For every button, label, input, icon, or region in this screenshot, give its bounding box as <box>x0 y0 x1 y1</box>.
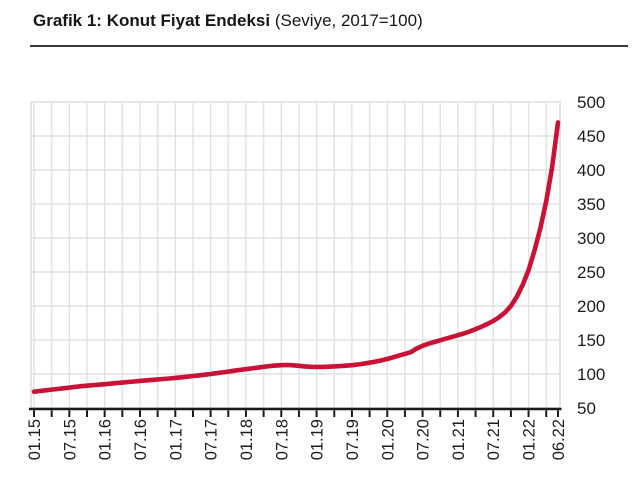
x-tick-label: 07.15 <box>61 419 79 460</box>
x-tick-label: 01.18 <box>238 419 256 460</box>
x-tick-label: 01.19 <box>309 419 327 460</box>
x-tick-label: 07.16 <box>132 419 150 460</box>
x-tick-label: 07.21 <box>485 419 503 460</box>
x-tick-label: 01.17 <box>167 419 185 460</box>
y-tick-label: 350 <box>577 195 605 214</box>
title-rule <box>30 45 628 47</box>
x-tick-label: 01.21 <box>450 419 468 460</box>
y-tick-label: 400 <box>577 161 605 180</box>
chart-title-main: Grafik 1: Konut Fiyat Endeksi <box>33 11 271 30</box>
x-tick-label: 01.20 <box>379 419 397 460</box>
x-tick-label: 01.15 <box>26 419 44 460</box>
plot-area <box>30 101 561 409</box>
series-line-konut-fiyat-endeksi <box>31 120 561 395</box>
y-tick-label: 200 <box>577 297 605 316</box>
y-tick-label: 100 <box>577 365 605 384</box>
y-tick-label: 500 <box>577 93 605 112</box>
x-tick-label: 07.17 <box>203 419 221 460</box>
x-tick-label: 07.20 <box>415 419 433 460</box>
x-tick-label: 07.19 <box>344 419 362 460</box>
y-tick-label: 150 <box>577 331 605 350</box>
y-tick-label: 300 <box>577 229 605 248</box>
y-tick-label: 450 <box>577 127 605 146</box>
x-tick-label: 07.18 <box>273 419 291 460</box>
x-tick-label: 06.22 <box>550 419 568 460</box>
chart-title-note: (Seviye, 2017=100) <box>274 11 423 30</box>
y-tick-label: 50 <box>577 399 596 418</box>
x-tick-label: 01.22 <box>521 419 539 460</box>
x-tick-label: 01.16 <box>97 419 115 460</box>
chart-title: Grafik 1: Konut Fiyat Endeksi (Seviye, 2… <box>33 11 423 31</box>
y-tick-label: 250 <box>577 263 605 282</box>
